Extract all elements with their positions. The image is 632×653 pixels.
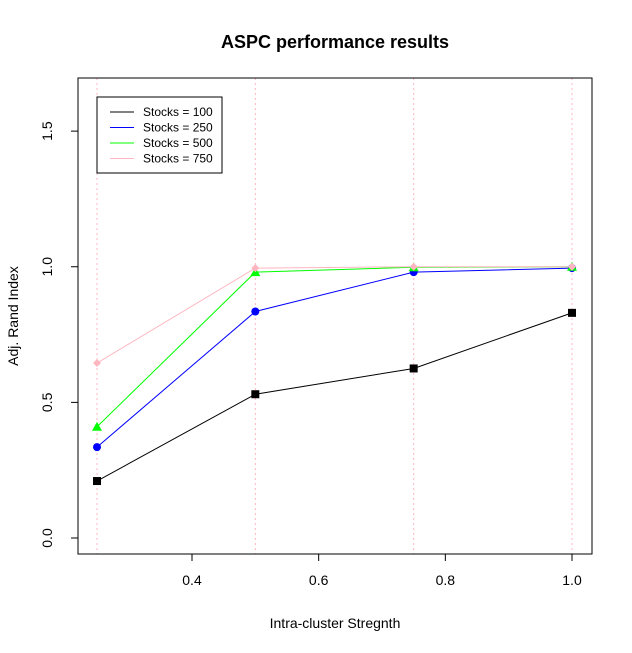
series-line-2 xyxy=(96,266,573,428)
data-point-0-3 xyxy=(568,308,576,317)
legend-entry-3: Stocks = 750 xyxy=(143,152,213,166)
series-2 xyxy=(92,261,577,431)
x-tick-label-3: 1.0 xyxy=(562,572,582,588)
data-point-0-0 xyxy=(93,477,101,486)
data-point-3-3 xyxy=(568,262,576,271)
series-layer xyxy=(92,261,577,486)
series-line-3 xyxy=(96,266,572,364)
legend-entry-2: Stocks = 500 xyxy=(143,136,213,150)
y-tick-label-3: 1.5 xyxy=(39,121,55,141)
series-line-0 xyxy=(96,312,573,482)
x-tick-label-1: 0.6 xyxy=(309,572,329,588)
data-point-1-1 xyxy=(251,307,260,316)
data-point-1-0 xyxy=(93,443,101,452)
x-axis: 0.4 0.6 0.8 1.0 xyxy=(182,553,582,588)
y-tick-label-1: 0.5 xyxy=(39,392,55,412)
legend-entry-1: Stocks = 250 xyxy=(143,121,213,135)
chart-title: ASPC performance results xyxy=(221,32,449,52)
y-axis-label: Adj. Rand Index xyxy=(5,266,21,366)
legend-box xyxy=(96,96,223,174)
x-tick-label-2: 0.8 xyxy=(436,572,456,588)
data-point-3-0 xyxy=(93,359,101,368)
data-point-2-0 xyxy=(92,421,102,431)
legend-entry-0: Stocks = 100 xyxy=(143,105,213,119)
y-axis: 0.0 0.5 1.0 1.5 xyxy=(39,121,79,548)
series-0 xyxy=(93,308,576,486)
y-tick-label-2: 1.0 xyxy=(39,257,55,277)
data-point-3-2 xyxy=(409,262,418,271)
series-1 xyxy=(93,264,576,452)
x-tick-label-0: 0.4 xyxy=(182,572,202,588)
x-axis-label: Intra-cluster Stregnth xyxy=(270,615,401,631)
series-line-1 xyxy=(96,267,573,448)
data-point-0-2 xyxy=(409,364,418,373)
vertical-reference-lines xyxy=(96,78,573,554)
series-3 xyxy=(93,262,576,368)
data-point-3-1 xyxy=(251,264,260,273)
data-point-0-1 xyxy=(251,390,260,399)
y-tick-label-0: 0.0 xyxy=(39,528,55,548)
